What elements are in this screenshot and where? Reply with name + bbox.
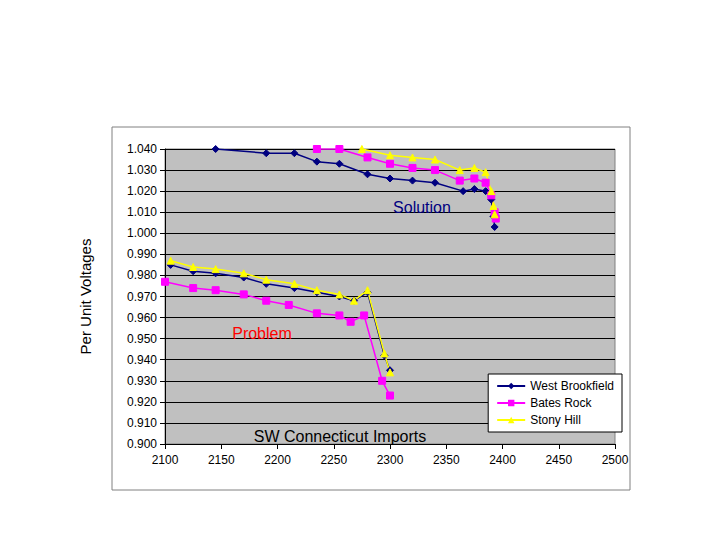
svg-text:2500: 2500	[602, 453, 629, 467]
svg-text:0.920: 0.920	[127, 395, 157, 409]
svg-text:2100: 2100	[152, 453, 179, 467]
svg-text:0.910: 0.910	[127, 416, 157, 430]
svg-text:2250: 2250	[320, 453, 347, 467]
svg-text:2450: 2450	[545, 453, 572, 467]
svg-text:0.960: 0.960	[127, 311, 157, 325]
svg-text:Bates Rock: Bates Rock	[530, 396, 592, 410]
svg-text:2400: 2400	[489, 453, 516, 467]
svg-text:2150: 2150	[208, 453, 235, 467]
svg-text:0.950: 0.950	[127, 332, 157, 346]
svg-text:1.040: 1.040	[127, 142, 157, 156]
svg-text:West Brookfield: West Brookfield	[530, 379, 614, 393]
svg-text:2350: 2350	[433, 453, 460, 467]
svg-text:1.010: 1.010	[127, 205, 157, 219]
svg-text:1.030: 1.030	[127, 163, 157, 177]
svg-text:0.930: 0.930	[127, 374, 157, 388]
svg-text:Problem: Problem	[232, 325, 292, 342]
svg-text:0.970: 0.970	[127, 290, 157, 304]
svg-text:0.940: 0.940	[127, 353, 157, 367]
svg-text:Stony Hill: Stony Hill	[530, 413, 581, 427]
svg-text:1.000: 1.000	[127, 226, 157, 240]
svg-text:SW Connecticut Imports: SW Connecticut Imports	[254, 428, 427, 445]
svg-text:2300: 2300	[377, 453, 404, 467]
svg-text:0.980: 0.980	[127, 268, 157, 282]
svg-text:Solution: Solution	[393, 199, 451, 216]
svg-text:0.900: 0.900	[127, 437, 157, 451]
svg-text:0.990: 0.990	[127, 247, 157, 261]
svg-text:Per Unit Voltages: Per Unit Voltages	[77, 239, 94, 355]
svg-text:1.020: 1.020	[127, 184, 157, 198]
svg-text:2200: 2200	[264, 453, 291, 467]
